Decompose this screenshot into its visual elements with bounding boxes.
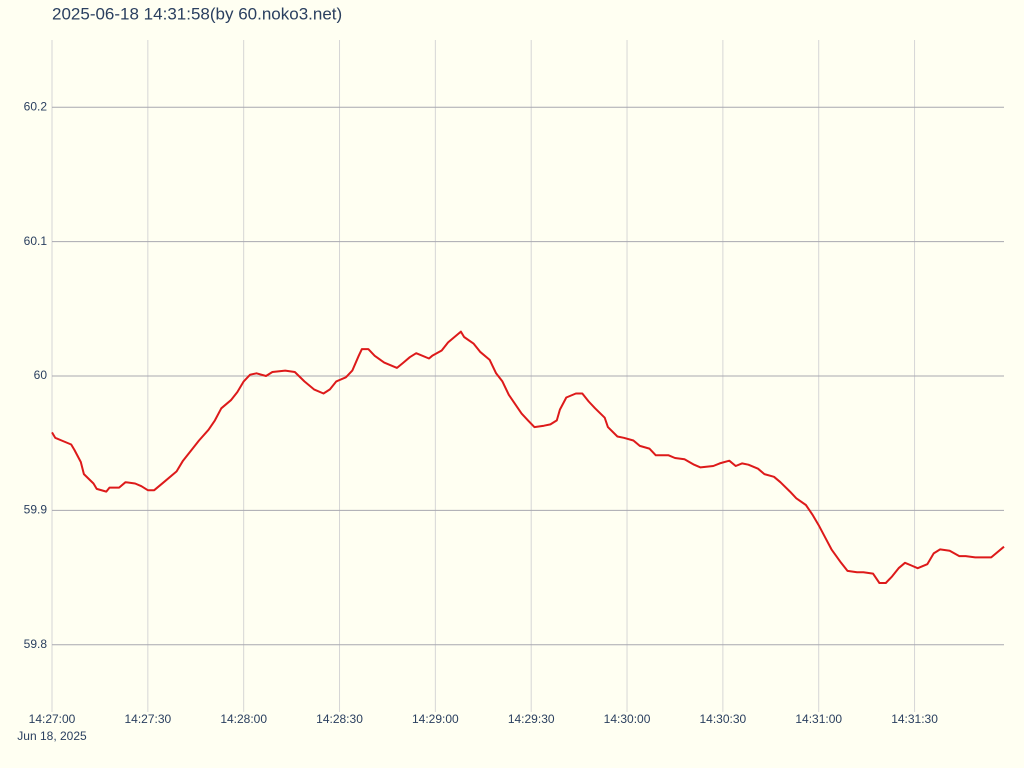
- y-tick-label: 60: [34, 368, 48, 382]
- x-tick-label: 14:30:30: [700, 712, 747, 726]
- x-tick-label: 14:29:30: [508, 712, 555, 726]
- y-tick-label: 60.1: [24, 234, 48, 248]
- y-tick-label: 59.9: [24, 503, 48, 517]
- y-tick-label: 60.2: [24, 99, 48, 113]
- x-tick-label: 14:31:00: [795, 712, 842, 726]
- x-tick-label: 14:28:00: [220, 712, 267, 726]
- x-tick-label: 14:29:00: [412, 712, 459, 726]
- chart-title: 2025-06-18 14:31:58(by 60.noko3.net): [52, 4, 342, 23]
- price-line: [51, 330, 1005, 584]
- y-tick-label: 59.8: [24, 637, 48, 651]
- x-date-label: Jun 18, 2025: [17, 729, 87, 743]
- x-tick-label: 14:30:00: [604, 712, 651, 726]
- x-tick-label: 14:27:00: [29, 712, 76, 726]
- x-tick-label: 14:31:30: [891, 712, 938, 726]
- x-tick-label: 14:27:30: [124, 712, 171, 726]
- x-tick-label: 14:28:30: [316, 712, 363, 726]
